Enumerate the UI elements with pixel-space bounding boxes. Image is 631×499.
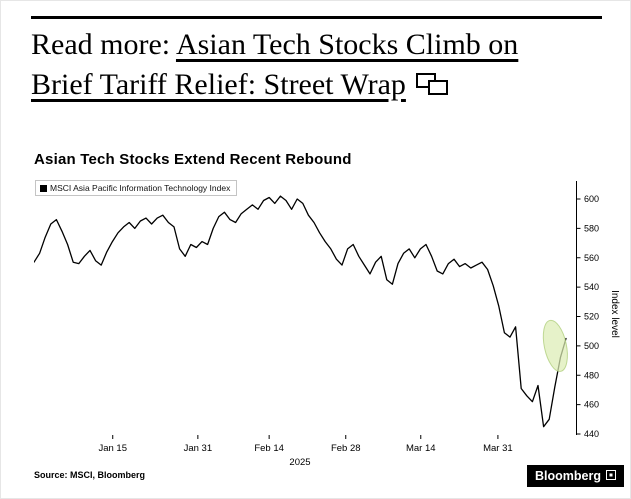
svg-text:460: 460 [584,400,599,410]
svg-text:500: 500 [584,341,599,351]
read-more-prefix: Read more: [31,28,176,61]
bloomberg-logo: Bloomberg [527,465,624,487]
chart-legend: MSCI Asia Pacific Information Technology… [35,180,238,196]
bloomberg-wordmark: Bloomberg [535,469,601,483]
legend-swatch-icon [40,184,47,192]
top-divider-rule [31,16,602,19]
article-link-line1: Asian Tech Stocks Climb on [175,28,519,61]
svg-text:Mar 14: Mar 14 [406,443,436,454]
svg-text:560: 560 [584,253,599,263]
legend-label: MSCI Asia Pacific Information Technology… [50,183,231,193]
svg-text:Jan 31: Jan 31 [184,443,213,454]
line-chart: 440 460 480 500 520 540 560 580 600 Jan 15 Jan 31 F… [34,181,620,468]
bloomberg-terminal-key-icon [605,469,616,483]
terminal-screens-icon[interactable] [415,67,449,107]
svg-text:480: 480 [584,370,599,380]
article-link-line2: Brief Tariff Relief: Street Wrap [31,68,406,101]
chart-title: Asian Tech Stocks Extend Recent Rebound [34,151,352,168]
svg-text:Mar 31: Mar 31 [483,443,513,454]
svg-text:580: 580 [584,223,599,233]
svg-text:Index level: Index level [609,290,620,338]
svg-text:Feb 14: Feb 14 [254,443,284,454]
svg-text:520: 520 [584,312,599,322]
svg-text:2025: 2025 [289,457,310,468]
svg-text:540: 540 [584,282,599,292]
svg-text:Jan 15: Jan 15 [98,443,127,454]
source-note: Source: MSCI, Bloomberg [34,470,146,480]
article-link[interactable]: Asian Tech Stocks Climb on Brief Tariff R… [31,28,518,101]
svg-text:600: 600 [584,194,599,204]
read-more-headline: Read more: Asian Tech Stocks Climb on Bri… [31,25,616,107]
svg-text:Feb 28: Feb 28 [331,443,361,454]
svg-text:440: 440 [584,429,599,439]
